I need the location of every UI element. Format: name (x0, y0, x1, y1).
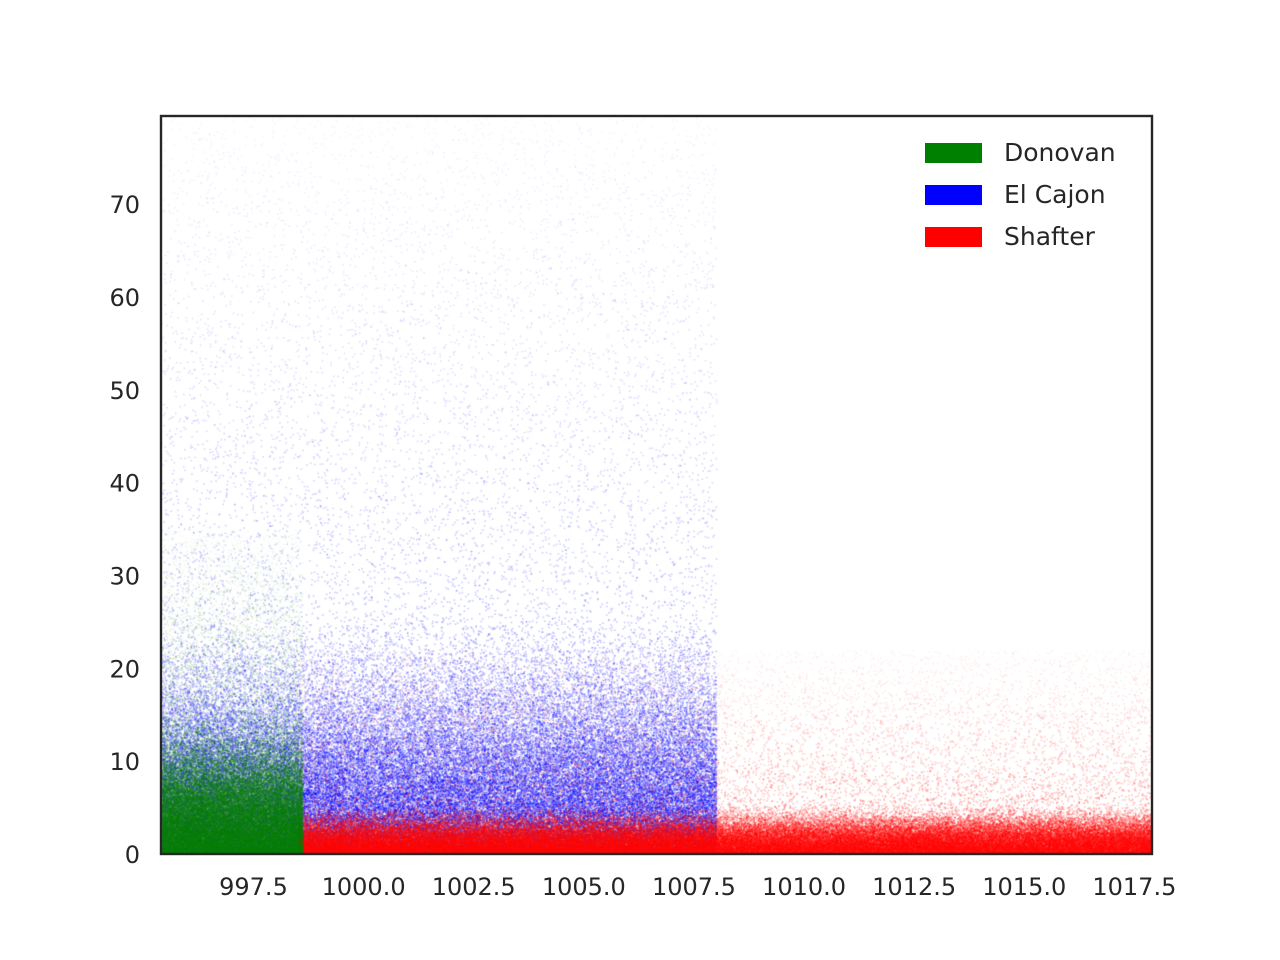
legend-label: Donovan (1004, 138, 1116, 167)
y-tick-label: 20 (109, 655, 140, 683)
y-tick-label: 10 (109, 748, 140, 776)
x-axis: 997.5 1000.0 1002.5 1005.0 1007.5 1010.0 1012.… (219, 873, 1176, 901)
plot-frame (159, 114, 1154, 856)
x-tick-label: 1017.5 (1092, 873, 1176, 901)
legend-label: Shafter (1004, 222, 1096, 251)
x-tick-label: 1002.5 (432, 873, 516, 901)
y-tick-label: 30 (109, 563, 140, 591)
legend-label: El Cajon (1004, 180, 1106, 209)
legend-swatch (925, 185, 982, 205)
x-tick-label: 1010.0 (762, 873, 846, 901)
scatter-density-plot (161, 116, 1152, 854)
y-tick-label: 40 (109, 470, 140, 498)
legend-swatch (925, 227, 982, 247)
x-tick-label: 1015.0 (982, 873, 1066, 901)
y-tick-label: 0 (125, 841, 140, 869)
legend-swatch (925, 143, 982, 163)
x-tick-label: 997.5 (219, 873, 288, 901)
x-tick-label: 1012.5 (872, 873, 956, 901)
y-tick-label: 50 (109, 377, 140, 405)
y-tick-label: 60 (109, 284, 140, 312)
x-tick-label: 1000.0 (322, 873, 406, 901)
x-tick-label: 1005.0 (542, 873, 626, 901)
x-tick-label: 1007.5 (652, 873, 736, 901)
y-axis: 0 10 20 30 40 50 60 70 (109, 191, 140, 869)
legend: Donovan El Cajon Shafter (925, 138, 1116, 251)
y-tick-label: 70 (109, 191, 140, 219)
